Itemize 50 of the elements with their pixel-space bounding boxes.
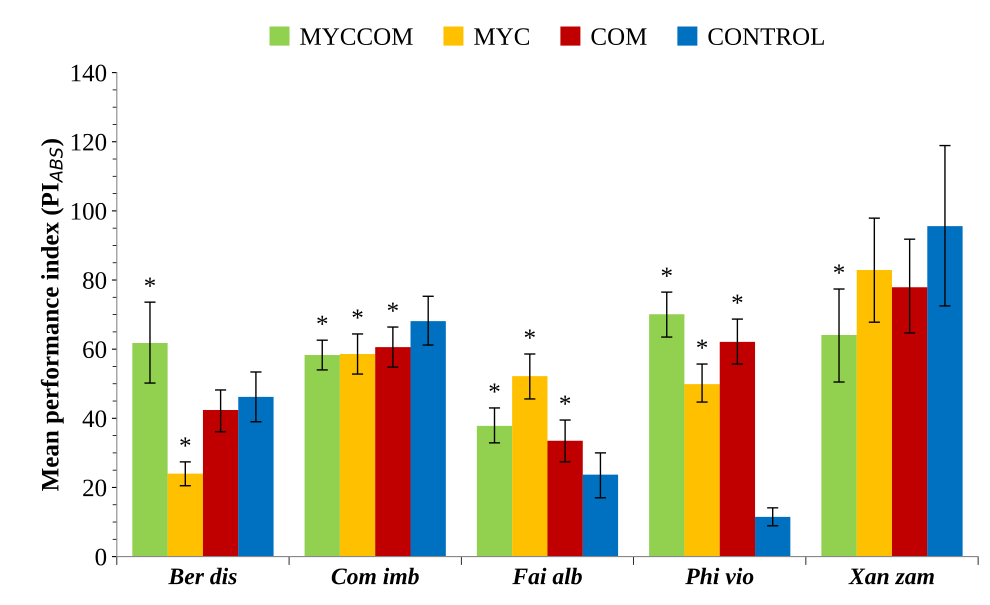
data-label: * <box>388 302 398 312</box>
bar <box>649 314 684 557</box>
bar <box>856 270 892 557</box>
x-tick-label: Com imb <box>332 568 419 584</box>
data-label: * <box>834 264 844 274</box>
x-tick-label: Fai alb <box>512 568 582 584</box>
y-tick-label: 100 <box>72 202 106 220</box>
y-tick-label: 0 <box>96 548 106 566</box>
data-label: * <box>524 330 535 339</box>
bar <box>512 376 548 557</box>
bar <box>821 334 857 557</box>
bar <box>476 426 512 557</box>
y-axis-title: Mean performance index (PI$_{ABS}$) <box>40 139 64 491</box>
y-tick-label: 140 <box>72 64 106 82</box>
bar <box>375 347 411 557</box>
y-tick-label: 120 <box>72 134 106 151</box>
bar <box>582 474 618 557</box>
data-label: * <box>180 437 190 447</box>
bar <box>755 516 790 557</box>
y-tick-label: 80 <box>83 272 106 289</box>
y-tick-label: 40 <box>82 410 106 428</box>
legend-label: MYC <box>474 28 530 46</box>
data-label: * <box>662 268 672 277</box>
bar <box>340 354 376 557</box>
legend-label: MYCCOM <box>300 28 413 46</box>
bar <box>410 321 446 557</box>
bar <box>927 226 963 557</box>
data-label: * <box>317 316 328 325</box>
data-label: * <box>352 309 363 319</box>
bar <box>202 410 238 557</box>
data-label: * <box>560 396 570 405</box>
data-label: * <box>697 340 708 349</box>
y-tick-label: 20 <box>83 480 106 496</box>
legend-label: COM <box>591 28 647 46</box>
bar <box>720 342 756 557</box>
bar <box>304 355 340 557</box>
legend-label: CONTROL <box>708 28 824 46</box>
data-label: * <box>732 294 742 304</box>
bar <box>168 474 203 557</box>
bar <box>684 384 720 557</box>
bar <box>238 396 274 557</box>
x-tick-label: Xan zam <box>848 568 934 584</box>
x-tick-label: Phi vio <box>685 568 754 584</box>
x-tick-label: Ber dis <box>168 568 237 584</box>
bar <box>132 342 168 557</box>
data-label: * <box>144 278 156 287</box>
bar <box>547 440 583 557</box>
data-label: * <box>489 383 500 393</box>
bar <box>892 287 928 557</box>
y-tick-label: 60 <box>83 341 106 358</box>
